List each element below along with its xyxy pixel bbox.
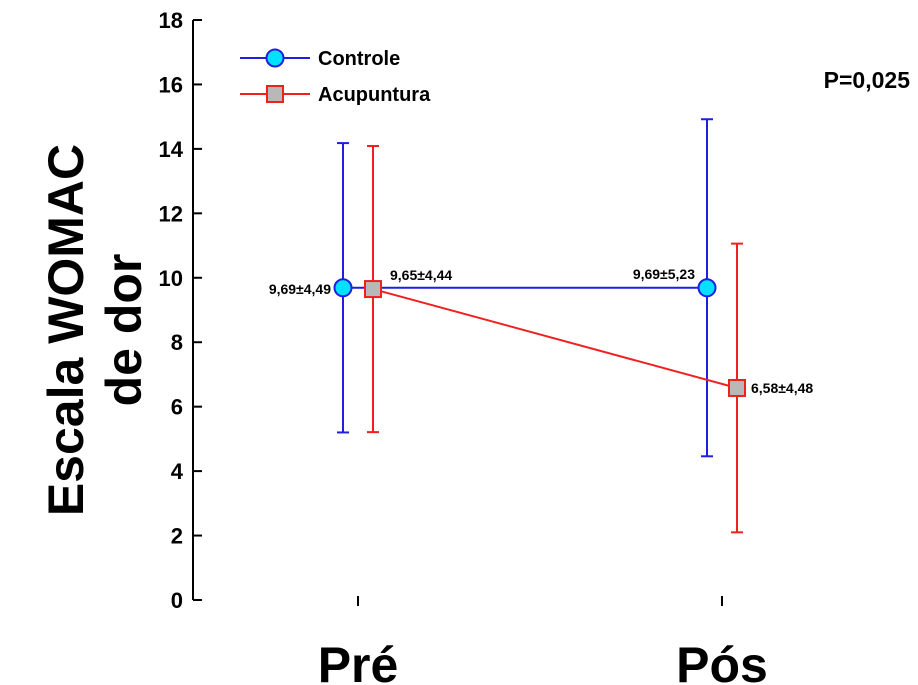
y-tick-label: 8 <box>171 330 183 355</box>
legend-marker <box>266 85 284 103</box>
y-axis-label-line-2: de dor <box>96 253 152 407</box>
legend-marker <box>265 48 285 68</box>
data-point <box>697 278 717 298</box>
x-category-label: Pós <box>676 637 768 685</box>
y-tick-label: 16 <box>159 72 183 97</box>
y-tick-label: 4 <box>171 459 184 484</box>
y-tick-label: 14 <box>159 137 184 162</box>
x-category-label: Pré <box>318 637 399 685</box>
data-point <box>333 278 353 298</box>
data-point <box>364 280 382 299</box>
y-axis-label-line-1: Escala WOMAC <box>38 143 94 517</box>
chart-legend: Controle Acupuntura <box>240 48 431 106</box>
chart-marks: 9,69±4,49 9,69±5,23 9,65±4,44 6,58±4,48 <box>269 118 813 534</box>
y-tick-label: 12 <box>159 201 183 226</box>
data-label: 6,58±4,48 <box>751 380 813 396</box>
y-axis-label: Escala WOMAC de dor <box>37 100 153 560</box>
chart-axes: 0 2 4 6 8 10 12 14 16 18 Pré Pós <box>159 8 768 685</box>
y-tick-label: 6 <box>171 395 183 420</box>
series-line <box>372 288 738 389</box>
y-tick-label: 0 <box>171 588 183 613</box>
data-point <box>728 378 746 397</box>
p-value-annotation: P=0,025 <box>824 67 911 93</box>
y-tick-label: 18 <box>159 8 183 33</box>
y-tick-label: 10 <box>159 266 183 291</box>
data-label: 9,69±5,23 <box>633 266 695 282</box>
y-tick-label: 2 <box>171 524 183 549</box>
data-label: 9,65±4,44 <box>390 267 452 283</box>
legend-label: Controle <box>318 48 400 70</box>
data-label: 9,69±4,49 <box>269 281 331 297</box>
legend-label: Acupuntura <box>318 84 431 106</box>
